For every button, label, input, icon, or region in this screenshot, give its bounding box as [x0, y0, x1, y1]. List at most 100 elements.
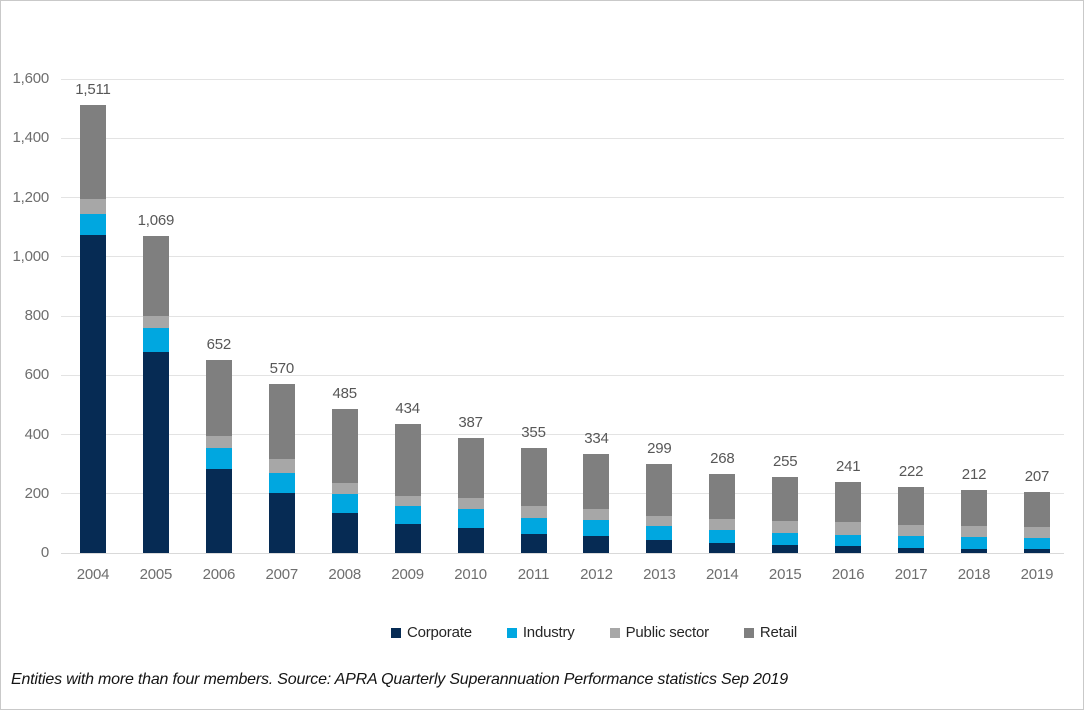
source-footnote: Entities with more than four members. So… [11, 671, 788, 688]
legend-label: Public sector [625, 624, 709, 641]
bar-segment-retail-2015 [772, 477, 799, 522]
legend-label: Corporate [406, 624, 472, 641]
y-axis-tick-label: 1,000 [12, 247, 49, 265]
bar-total-label: 268 [710, 449, 735, 467]
y-axis-tick-label: 400 [24, 425, 50, 443]
y-axis-tick-label: 1,400 [12, 129, 49, 147]
bar-segment-retail-2007 [268, 384, 295, 460]
bar-segment-industry-2007 [268, 472, 295, 493]
bar-segment-industry-2010 [457, 509, 484, 528]
bar-segment-industry-2004 [80, 213, 106, 235]
x-axis-tick-label: 2013 [643, 566, 676, 583]
bar-segment-public-sector-2008 [331, 482, 358, 495]
bar-segment-retail-2006 [205, 359, 232, 436]
gridline-1000 [61, 256, 1064, 258]
bar-segment-industry-2012 [583, 520, 610, 536]
x-axis-tick-label: 2008 [328, 566, 361, 583]
bar-segment-industry-2016 [835, 534, 862, 547]
bar-segment-retail-2010 [457, 438, 484, 499]
bar-total-label: 485 [332, 385, 358, 403]
bar-total-label: 1,069 [137, 212, 175, 230]
legend-item-industry: Industry [506, 624, 575, 641]
bar-total-label: 652 [206, 335, 232, 353]
x-axis-tick-label: 2011 [517, 566, 550, 583]
bar-segment-retail-2009 [394, 424, 421, 497]
y-axis-tick-label: 0 [40, 544, 49, 561]
bar-total-label: 222 [898, 463, 924, 481]
x-axis-tick-label: 2016 [831, 566, 865, 583]
bar-segment-corporate-2019 [1023, 548, 1050, 553]
bar-segment-industry-2017 [898, 535, 925, 548]
gridline-1200 [61, 197, 1064, 198]
bar-total-label: 241 [835, 457, 861, 475]
bar-segment-retail-2008 [331, 409, 358, 483]
bar-total-label: 434 [395, 400, 420, 418]
bar-segment-retail-2005 [142, 236, 169, 316]
x-axis-tick-label: 2017 [894, 566, 928, 583]
bar-segment-corporate-2018 [961, 548, 988, 553]
bar-segment-corporate-2011 [520, 534, 547, 553]
bar-segment-industry-2008 [331, 494, 358, 513]
bar-segment-corporate-2004 [80, 234, 106, 553]
bar-total-label: 212 [961, 466, 987, 484]
bar-segment-retail-2013 [646, 464, 673, 516]
legend-label: Retail [759, 624, 798, 641]
gridline-1600 [61, 78, 1064, 80]
bar-segment-corporate-2015 [772, 544, 799, 553]
bar-total-label: 355 [521, 423, 546, 441]
gridline-0 [61, 552, 1064, 554]
bar-segment-corporate-2005 [142, 351, 169, 553]
gridline-800 [61, 315, 1064, 317]
bar-total-label: 570 [269, 360, 295, 378]
legend-swatch-retail [743, 627, 754, 638]
bar-segment-corporate-2012 [583, 535, 610, 553]
bar-segment-public-sector-2015 [772, 521, 799, 533]
x-axis-tick-label: 2014 [706, 566, 739, 583]
gridline-1400 [61, 137, 1064, 139]
bar-segment-corporate-2014 [709, 542, 736, 553]
bar-segment-industry-2013 [646, 526, 673, 540]
bar-segment-retail-2014 [709, 473, 736, 519]
y-axis-tick-label: 1,600 [12, 70, 49, 87]
bar-segment-corporate-2010 [457, 527, 484, 553]
bar-segment-industry-2006 [205, 448, 232, 470]
bar-total-label: 1,511 [75, 81, 111, 99]
bar-segment-corporate-2016 [835, 546, 862, 553]
x-axis-tick-label: 2007 [265, 566, 299, 583]
bar-total-label: 207 [1024, 467, 1050, 485]
bar-segment-retail-2012 [583, 454, 610, 509]
bar-segment-corporate-2007 [268, 492, 295, 553]
gridline-600 [61, 374, 1064, 376]
y-axis-tick-label: 600 [24, 366, 50, 384]
legend-item-public-sector: Public sector [609, 624, 709, 641]
x-axis-tick-label: 2015 [768, 566, 802, 583]
bar-total-label: 387 [458, 414, 483, 432]
bar-segment-public-sector-2007 [268, 459, 295, 473]
legend-swatch-corporate [390, 627, 401, 638]
bar-segment-industry-2015 [772, 532, 799, 545]
bar-segment-industry-2018 [961, 537, 988, 549]
bar-segment-corporate-2013 [646, 539, 673, 553]
legend-swatch-public-sector [609, 627, 620, 638]
bar-segment-retail-2017 [898, 487, 925, 526]
bar-segment-public-sector-2018 [961, 526, 988, 538]
bar-segment-corporate-2008 [331, 513, 358, 553]
chart-legend: Corporate Industry Public sector Retail [53, 624, 1083, 641]
bar-segment-corporate-2006 [205, 469, 232, 553]
x-axis-tick-label: 2019 [1020, 566, 1054, 583]
bar-segment-industry-2005 [142, 328, 169, 352]
x-axis-tick-label: 2012 [580, 566, 613, 583]
bar-segment-corporate-2009 [394, 524, 421, 553]
bar-segment-public-sector-2014 [709, 518, 736, 530]
y-axis-tick-label: 1,200 [12, 188, 49, 206]
gridline-200 [61, 493, 1064, 495]
bar-segment-industry-2009 [394, 506, 421, 525]
stacked-bar-chart-plot-area: 0 200 400 600 800 1,000 1,200 1,400 1,600 1,511 20… [1, 1, 1083, 621]
bar-segment-public-sector-2019 [1023, 527, 1050, 538]
bar-segment-retail-2018 [961, 490, 988, 527]
y-axis-tick-label: 200 [24, 484, 50, 502]
bar-total-label: 255 [773, 453, 798, 471]
legend-item-retail: Retail [743, 624, 798, 641]
x-axis-tick-label: 2005 [139, 566, 173, 583]
